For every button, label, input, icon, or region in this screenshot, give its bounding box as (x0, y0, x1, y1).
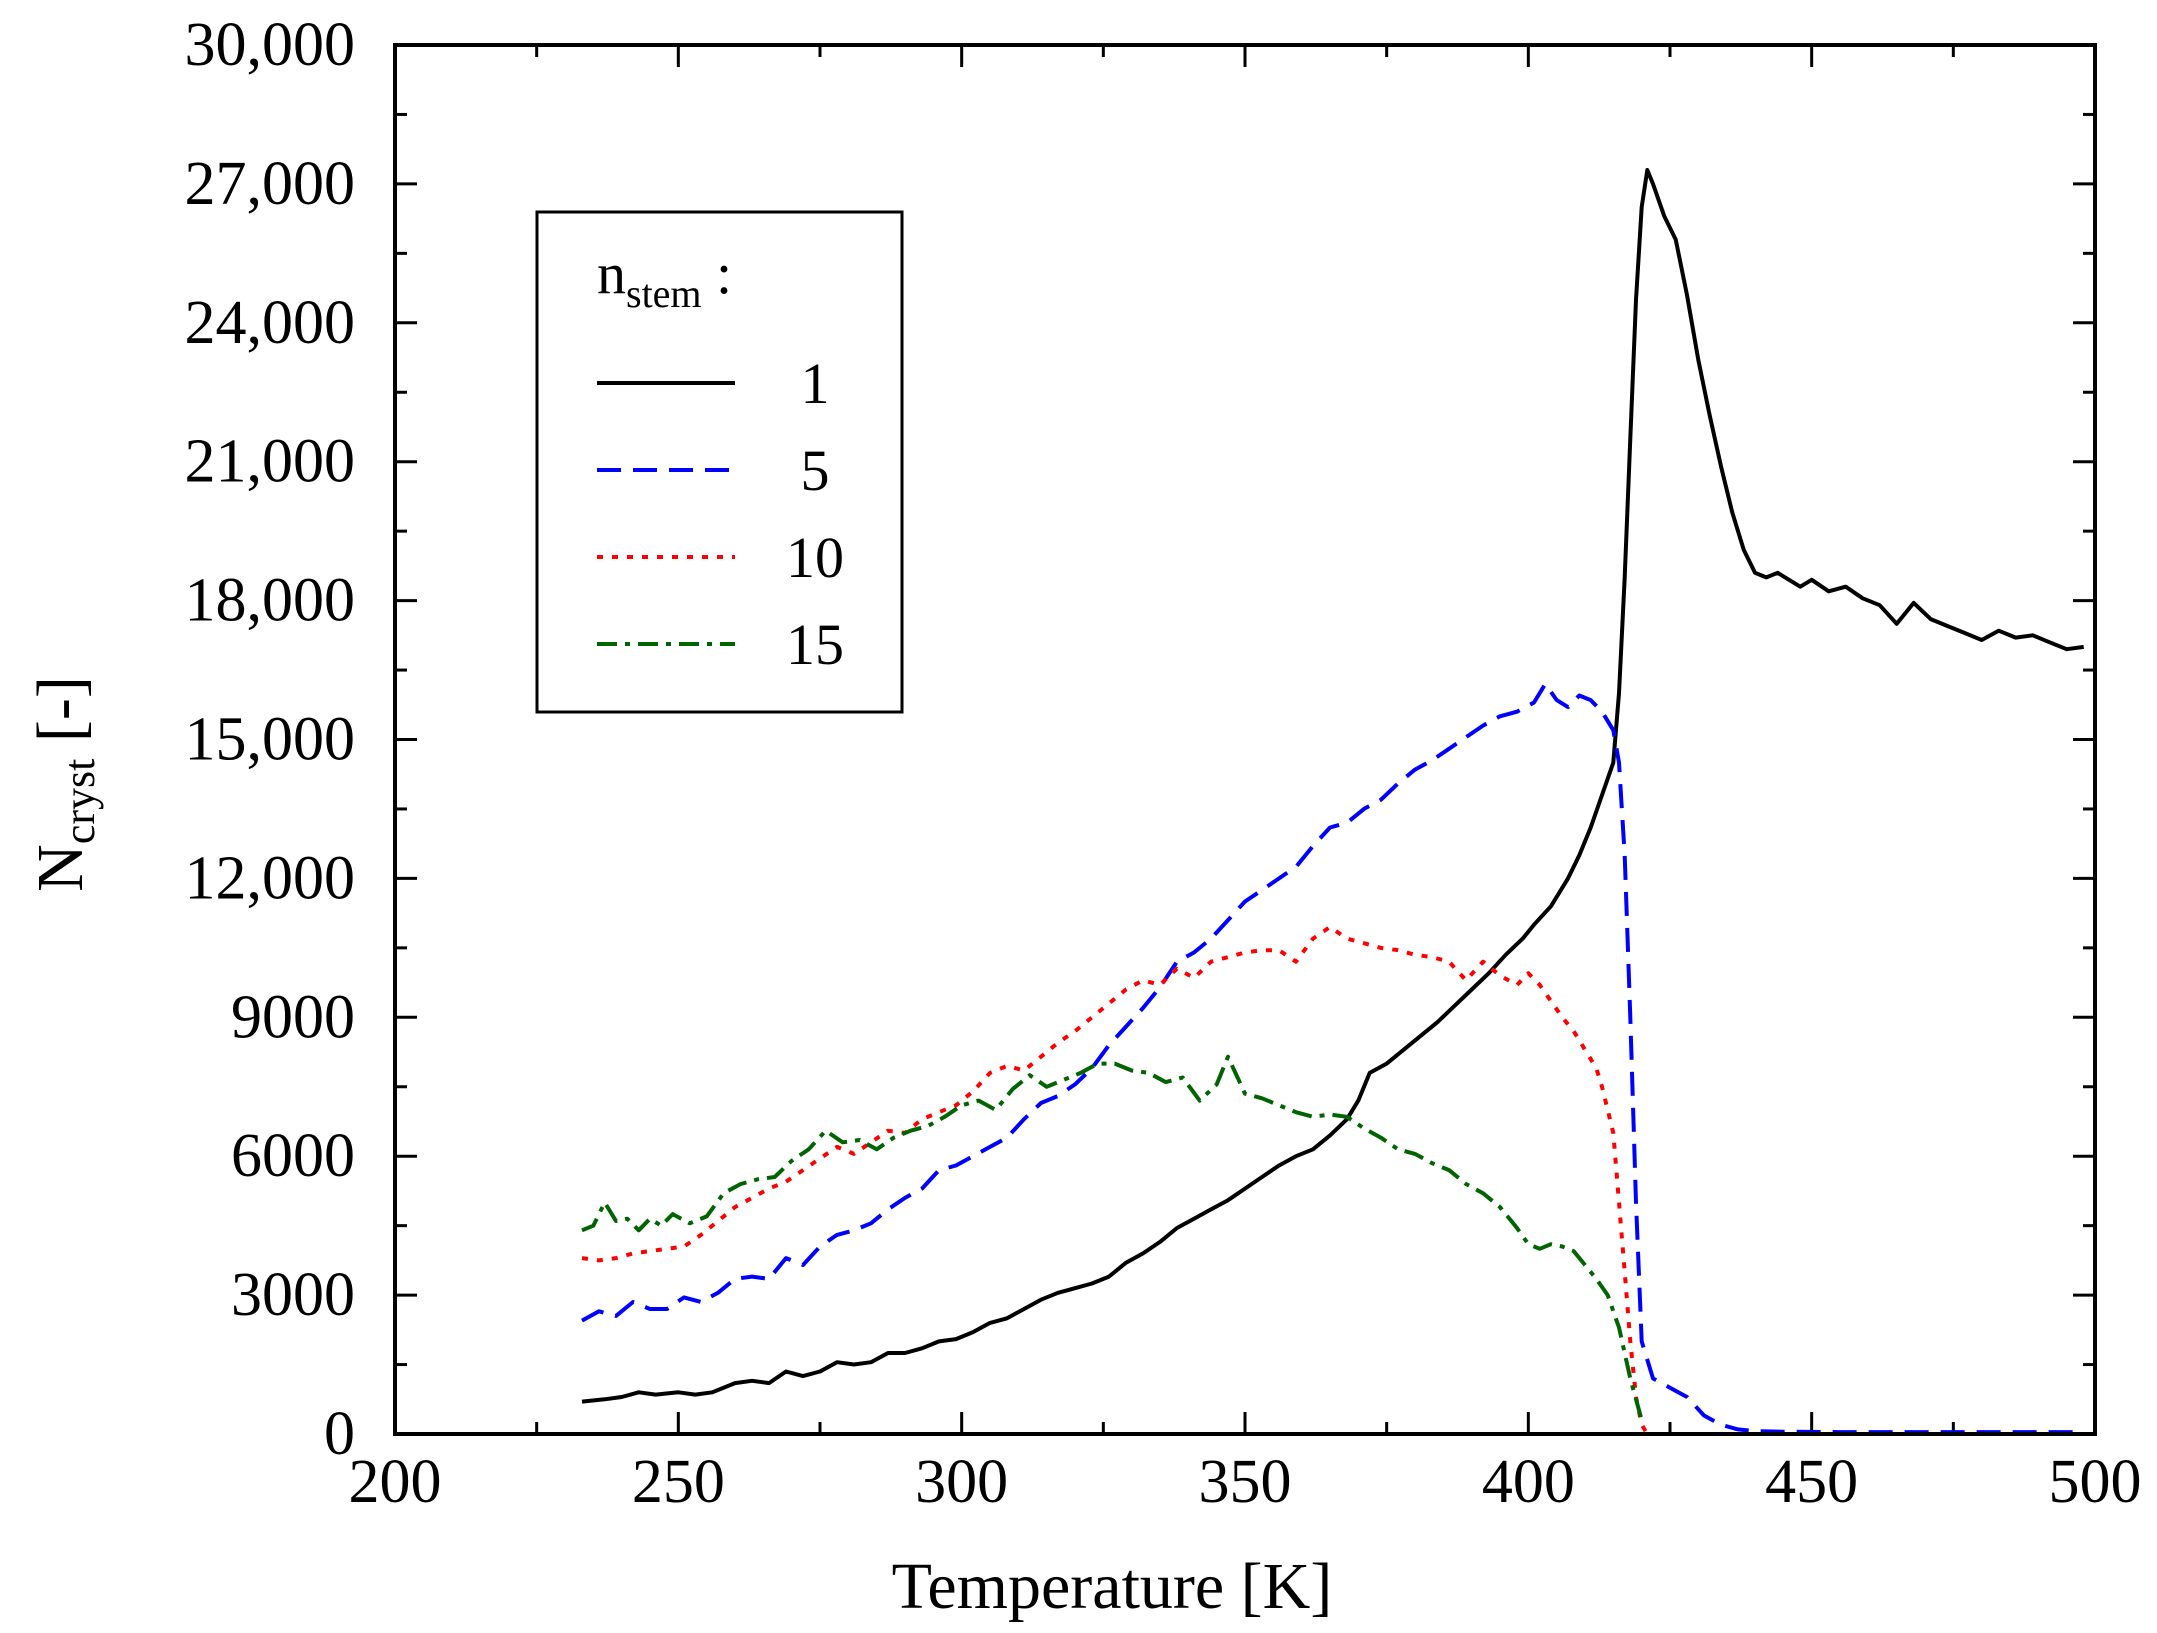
legend-label-5: 5 (801, 438, 830, 503)
x-tick-label: 300 (915, 1448, 1008, 1516)
series-line-5 (581, 681, 2084, 1435)
plot-frame (393, 43, 2097, 1436)
x-tick-label: 250 (632, 1448, 725, 1516)
x-tick-label: 350 (1199, 1448, 1292, 1516)
legend-title: nstem : (597, 241, 732, 316)
series-line-10 (581, 925, 1650, 1436)
series-line-1 (581, 168, 2084, 1404)
legend-label-15: 15 (786, 612, 844, 677)
series-line-15 (581, 1054, 1644, 1421)
y-tick-label: 12,000 (185, 844, 356, 912)
y-tick-label: 6000 (231, 1122, 355, 1190)
x-axis-title: Temperature [K] (892, 1550, 1333, 1623)
series-layer (581, 168, 2084, 1436)
x-tick-label: 200 (349, 1448, 442, 1516)
y-axis-title-sub: cryst (55, 759, 104, 845)
y-tick-label: 0 (324, 1400, 355, 1468)
y-tick-label: 24,000 (185, 289, 356, 357)
y-axis-title: Ncryst [-] (24, 676, 104, 892)
y-tick-label: 27,000 (185, 150, 356, 218)
ticks-layer: 200 250 300 350 400 450 500 0 3000 6000 9000 12,000… (185, 11, 2142, 1516)
y-tick-label: 9000 (231, 983, 355, 1051)
legend-label-1: 1 (801, 351, 830, 416)
y-tick-label: 30,000 (185, 11, 356, 79)
legend-title-sub: stem (626, 271, 702, 316)
y-tick-label: 15,000 (185, 706, 356, 774)
y-tick-label: 21,000 (185, 428, 356, 496)
y-axis-title-main: N (24, 844, 97, 892)
y-axis-title-suffix: [-] (24, 676, 97, 758)
legend-label-10: 10 (786, 525, 844, 590)
y-tick-label: 3000 (231, 1261, 355, 1329)
x-tick-label: 400 (1482, 1448, 1575, 1516)
legend-box (535, 210, 904, 714)
legend-title-main: n (597, 241, 626, 306)
y-tick-label: 18,000 (185, 567, 356, 635)
x-tick-label: 450 (1765, 1448, 1858, 1516)
legend-title-suffix: : (702, 241, 733, 306)
x-tick-label: 500 (2049, 1448, 2142, 1516)
